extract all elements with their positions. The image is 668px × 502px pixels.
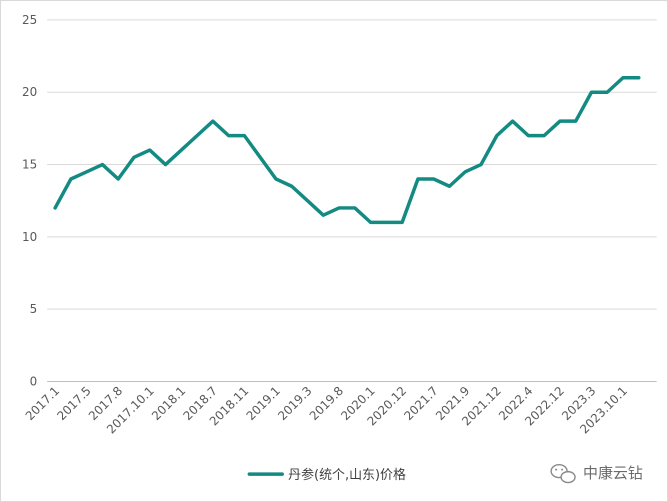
- wechat-icon: [550, 463, 576, 484]
- y-axis-ticks: 0 5 10 15 20 25: [22, 13, 37, 389]
- watermark-text: 中康云钻: [583, 464, 643, 482]
- x-tick-label: 2017.1: [23, 384, 62, 423]
- x-axis-ticks: 2017.12017.52017.82017.10.12018.12018.72…: [23, 384, 630, 437]
- y-tick-label: 20: [22, 85, 37, 99]
- watermark: 中康云钻: [550, 463, 643, 484]
- series-lines: [53, 76, 641, 225]
- y-tick-label: 25: [22, 13, 37, 27]
- x-tick-label: 2021.7: [401, 384, 440, 423]
- gridlines: [47, 19, 657, 382]
- x-tick-label: 2019.1: [244, 384, 283, 423]
- y-tick-label: 5: [30, 302, 38, 316]
- x-tick-label: 2019.8: [307, 384, 346, 423]
- x-tick-label: 2019.3: [275, 384, 314, 423]
- legend-label: 丹参(统个,山东)价格: [288, 467, 406, 483]
- x-tick-label: 2017.5: [54, 384, 93, 423]
- y-tick-label: 10: [22, 230, 37, 244]
- legend: 丹参(统个,山东)价格: [247, 467, 406, 483]
- x-tick-label: 2018.1: [149, 384, 188, 423]
- y-tick-label: 0: [30, 374, 38, 388]
- series-line: [53, 76, 641, 225]
- y-tick-label: 15: [22, 158, 37, 172]
